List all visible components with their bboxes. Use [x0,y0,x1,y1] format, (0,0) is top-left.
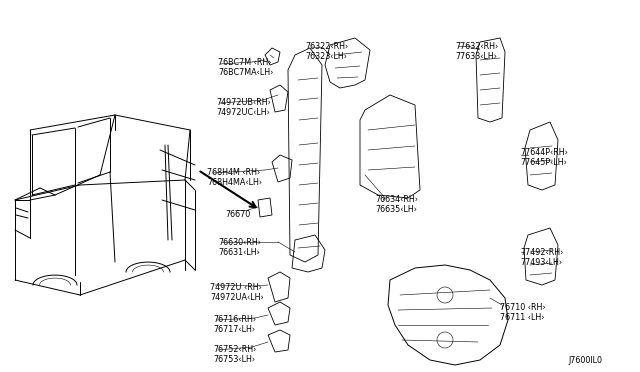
Text: 77644P‹RH›: 77644P‹RH› [520,148,568,157]
Text: 77645P‹LH›: 77645P‹LH› [520,158,567,167]
Text: 74972U ‹RH›: 74972U ‹RH› [210,283,262,292]
Text: 76630‹RH›: 76630‹RH› [218,238,261,247]
Text: 76753‹LH›: 76753‹LH› [213,355,255,364]
Text: 76323‹LH›: 76323‹LH› [305,52,347,61]
Text: 76635‹LH›: 76635‹LH› [375,205,417,214]
Text: 74972UB‹RH›: 74972UB‹RH› [216,98,271,107]
Text: 76711 ‹LH›: 76711 ‹LH› [500,313,545,322]
Text: 76634‹RH›: 76634‹RH› [375,195,418,204]
Text: 74972UC‹LH›: 74972UC‹LH› [216,108,269,117]
Text: 76BC7M ‹RH›: 76BC7M ‹RH› [218,58,271,67]
Text: 76631‹LH›: 76631‹LH› [218,248,260,257]
Text: 76716‹RH›: 76716‹RH› [213,315,256,324]
Text: 76710 ‹RH›: 76710 ‹RH› [500,303,545,312]
Text: 76BC7MA‹LH›: 76BC7MA‹LH› [218,68,273,77]
Text: 74972UA‹LH›: 74972UA‹LH› [210,293,264,302]
Text: 768H4M ‹RH›: 768H4M ‹RH› [207,168,260,177]
Text: 76752‹RH›: 76752‹RH› [213,345,256,354]
Text: 77632‹RH›: 77632‹RH› [455,42,498,51]
Text: 768H4MA‹LH›: 768H4MA‹LH› [207,178,262,187]
Text: 76322‹RH›: 76322‹RH› [305,42,348,51]
Text: 76670: 76670 [225,210,250,219]
Text: 77633‹LH›: 77633‹LH› [455,52,497,61]
Text: 76717‹LH›: 76717‹LH› [213,325,255,334]
Text: 77493‹LH›: 77493‹LH› [520,258,562,267]
Text: J7600IL0: J7600IL0 [568,356,602,365]
Text: 77492‹RH›: 77492‹RH› [520,248,563,257]
